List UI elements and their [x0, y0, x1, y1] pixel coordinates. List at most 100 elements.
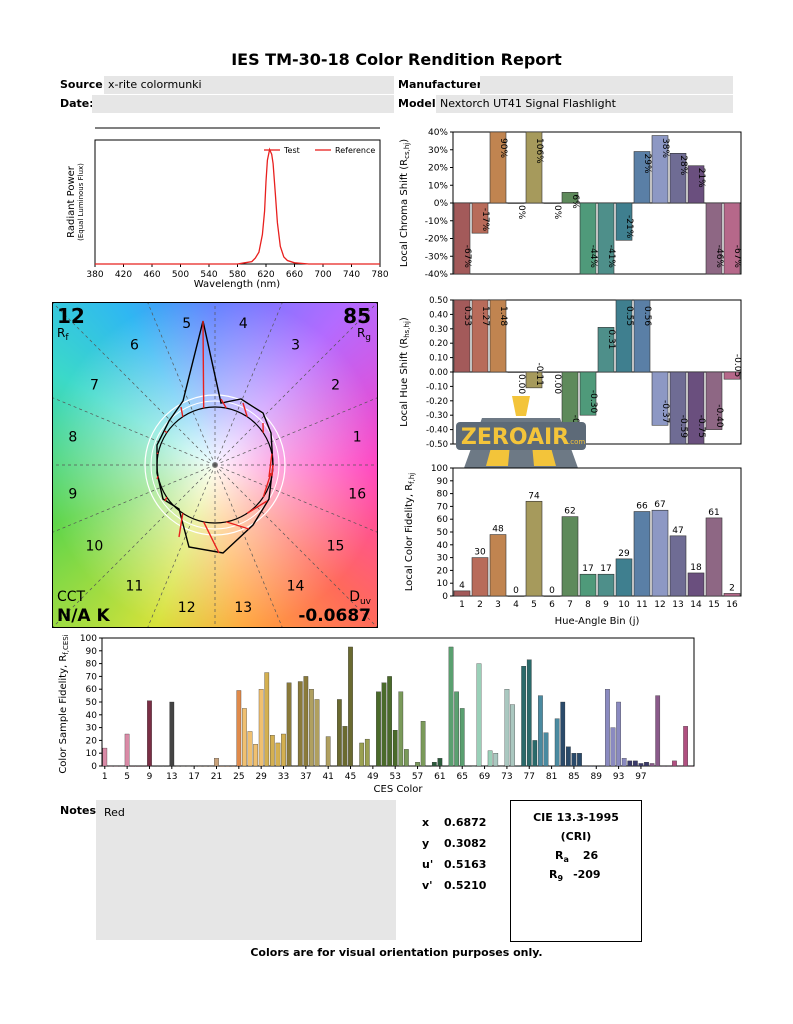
hue-bar — [615, 299, 633, 373]
footer-note: Colors are for visual orientation purpos… — [250, 946, 543, 959]
ces-bar — [526, 659, 532, 767]
chroma-bar — [543, 202, 561, 204]
fidelity-value-label: 62 — [564, 507, 575, 517]
duv-label: Duv — [349, 589, 371, 607]
ces-bar — [672, 760, 677, 767]
source-label: Source: — [60, 78, 108, 91]
fidelity-value-label: 17 — [600, 564, 611, 574]
hue-ylabel: Local Hue Shift (Rhs,hj) — [399, 317, 411, 427]
ces-bar — [627, 760, 633, 767]
ces-bar — [236, 690, 242, 767]
fidelity-value-label: 18 — [690, 563, 702, 573]
ces-bar — [420, 721, 426, 767]
chroma-ytick-label: 20% — [428, 164, 448, 174]
fidelity-value-label: 2 — [729, 583, 735, 593]
fidelity-ylabel-text: Local Color Fidelity, R — [404, 484, 415, 591]
ces-bar — [655, 695, 661, 767]
ces-bar — [230, 765, 236, 767]
ces-bar — [510, 704, 515, 767]
ces-bar — [660, 765, 666, 767]
bin-label: 9 — [68, 486, 77, 502]
hue-value-label: -0.59 — [678, 415, 688, 439]
ces-bar — [202, 765, 208, 767]
ces-bar — [337, 699, 342, 767]
ces-bar — [605, 689, 610, 767]
fidelity-bar — [687, 572, 705, 597]
ces-bar — [309, 689, 314, 767]
fidelity-xtick-label: 15 — [708, 600, 719, 610]
bin-divider-line — [147, 464, 216, 627]
fidelity-bar — [669, 535, 687, 597]
hue-ytick-label: -0.40 — [426, 426, 448, 436]
ces-bar — [588, 765, 594, 767]
ces-bar — [359, 742, 365, 767]
bin-divider-line — [214, 303, 283, 466]
chroma-bar — [633, 151, 651, 204]
spd-xtick-label: 580 — [229, 270, 246, 280]
chroma-ylabel-end: ) — [399, 139, 410, 143]
hue-shift-arrow — [246, 500, 268, 514]
ces-xtick-label: 57 — [412, 772, 423, 782]
hue-bar — [579, 371, 597, 416]
hue-shift-arrow — [242, 402, 248, 417]
chromaticity-row-x: x 0.6872 — [422, 812, 512, 833]
ces-xtick-label: 9 — [147, 772, 153, 782]
ces-bar — [242, 708, 247, 767]
ces-bar — [269, 735, 275, 767]
ra-value: 26 — [582, 849, 599, 862]
chroma-bar — [669, 152, 687, 204]
ces-bar — [320, 765, 325, 767]
hue-ytick-label: 0.50 — [429, 296, 448, 306]
hue-ytick-label: -0.10 — [426, 382, 448, 392]
hue-shift-arrow — [268, 453, 273, 478]
fidelity-xtick-label: 16 — [726, 600, 738, 610]
v-label: v' — [422, 879, 433, 892]
ces-bar — [281, 733, 286, 767]
fidelity-bar — [597, 573, 615, 597]
chroma-bar — [705, 202, 723, 275]
spd-ylabel-2: (Equal Luminous Flux) — [77, 163, 85, 241]
ces-bar — [443, 765, 448, 767]
date-field — [92, 95, 394, 113]
rg-label-letter: R — [357, 326, 365, 340]
hue-shift-arrow — [202, 320, 205, 409]
ces-xtick-label: 29 — [255, 772, 267, 782]
fidelity-value-label: 0 — [549, 586, 555, 596]
y-label: y — [422, 837, 430, 850]
ces-ytick-label: 80 — [86, 660, 98, 670]
model-label: Model: — [398, 97, 441, 110]
hue-value-label: 1.27 — [480, 306, 490, 326]
cri-subtitle: (CRI) — [560, 830, 592, 843]
hue-bar — [543, 371, 561, 373]
ces-bar — [325, 736, 331, 767]
chroma-ytick-label: -10% — [425, 217, 449, 227]
duv-label-sub: uv — [360, 597, 372, 607]
manufacturer-value — [480, 78, 484, 91]
hue-value-label: 0.56 — [642, 306, 652, 326]
fidelity-ytick-label: 50 — [437, 528, 449, 538]
fidelity-xtick-label: 2 — [477, 600, 483, 610]
ces-xtick-label: 33 — [278, 772, 289, 782]
hue-value-label: 0.55 — [624, 306, 634, 326]
fidelity-ytick-label: 60 — [437, 515, 449, 525]
ces-bar — [197, 765, 203, 767]
ces-bar — [258, 689, 264, 767]
duv-value: -0.0687 — [298, 606, 371, 626]
ces-bar — [342, 726, 348, 767]
fidelity-bar — [453, 590, 471, 597]
bin-label: 11 — [126, 579, 144, 595]
ces-xtick-label: 5 — [124, 772, 130, 782]
fidelity-xtick-label: 3 — [495, 600, 501, 610]
ces-bar — [459, 708, 465, 767]
ces-ytick-label: 50 — [86, 698, 98, 708]
fidelity-bar — [507, 595, 525, 597]
chromaticity-row-u: u' 0.5163 — [422, 854, 512, 875]
ces-bar — [135, 765, 141, 767]
fidelity-bar — [705, 517, 723, 597]
ces-xtick-label: 17 — [188, 772, 199, 782]
ces-bar — [175, 765, 180, 767]
fidelity-xtick-label: 6 — [549, 600, 555, 610]
hue-shift-arrow — [220, 398, 227, 409]
hue-value-label: -0.37 — [660, 400, 670, 423]
cct-label: CCT — [57, 589, 86, 605]
